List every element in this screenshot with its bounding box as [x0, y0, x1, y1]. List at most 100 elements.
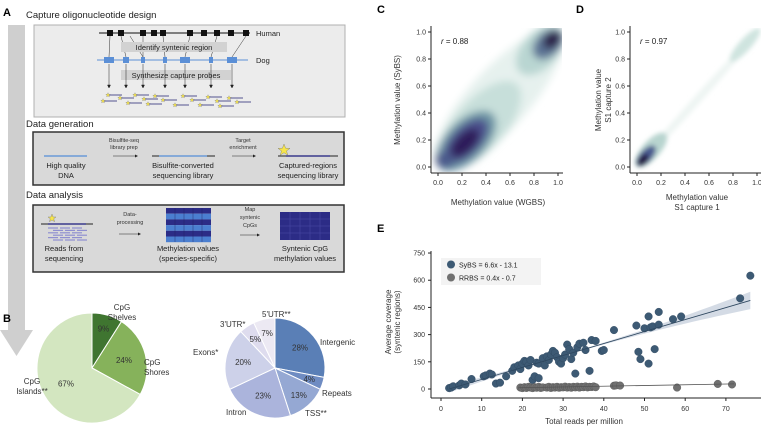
star-icon: [217, 103, 223, 109]
section-title-capture: Capture oligonucleotide design: [26, 10, 156, 21]
panel-a: A Capture oligonucleotide design Human I…: [0, 7, 346, 356]
panel-c: C 0.0 0.2 0.4 0.6 0.8 1.0 0.0 0.2 0.4 0.6 0.8 1.0 r…: [377, 4, 563, 207]
item-label: Captured-regions: [279, 161, 337, 170]
item-label: (species-specific): [159, 254, 217, 263]
point-sybs: [650, 345, 659, 354]
y-tick-label: 0.0: [416, 165, 426, 172]
slice-label: Shelves: [108, 313, 136, 322]
panel-e: E 0 10 20 30 40 50 60 70 0 150 300 450 600 750 SyBS =…: [377, 223, 761, 426]
legend-marker-sybs: [447, 260, 455, 269]
slice-label: Islands**: [16, 387, 48, 396]
y-tick-label: 0.0: [615, 165, 625, 172]
pie-slice: [274, 317, 326, 378]
slice-percent: 20%: [235, 358, 251, 367]
point-sybs: [496, 378, 505, 387]
star-icon: [117, 95, 123, 101]
step-band: [121, 70, 231, 80]
y-tick-label: 750: [413, 251, 425, 258]
x-tick-label: 1.0: [553, 180, 563, 187]
slice-label: Intergenic: [320, 338, 355, 347]
x-tick-label: 0.8: [529, 180, 539, 187]
human-region-icon: [243, 30, 249, 36]
point-sybs: [571, 369, 580, 378]
x-tick-label: 20: [519, 406, 527, 413]
star-icon: [141, 96, 147, 102]
x-tick-label: 0.8: [728, 180, 738, 187]
y-tick-label: 0.2: [416, 138, 426, 145]
panel-b: B 9%24%67%CpGShelvesCpGShoresCpGIslands*…: [3, 303, 355, 424]
human-region-icon: [187, 30, 193, 36]
dog-region-icon: [227, 57, 237, 63]
x-tick-label: 0.6: [505, 180, 515, 187]
pie-slice: [224, 330, 276, 390]
data-generation-box: [32, 131, 345, 186]
x-axis-label-d-line2: S1 capture 1: [674, 203, 720, 212]
y-tick-label: 150: [413, 359, 425, 366]
item-label: sequencing library: [278, 171, 339, 180]
arrow-label: processing: [117, 220, 144, 226]
dog-region-icon: [209, 57, 213, 63]
point-rrbs: [591, 383, 600, 392]
correlation-annotation-c: r = 0.88: [441, 37, 469, 46]
item-label: High quality: [46, 161, 85, 170]
step-identify-syntenic: Identify syntenic region: [136, 43, 213, 52]
y-tick-label: 0.6: [615, 84, 625, 91]
item-label: methylation values: [274, 254, 336, 263]
y-tick-label: 1.0: [416, 30, 426, 37]
slice-label: TSS**: [305, 409, 327, 418]
human-region-icon: [151, 30, 157, 36]
slice-percent: 28%: [292, 343, 308, 352]
panel-label-e: E: [377, 223, 384, 235]
point-sybs: [609, 326, 618, 335]
point-sybs: [644, 359, 653, 368]
slice-label: Exons*: [193, 348, 218, 357]
point-sybs: [540, 361, 549, 370]
arrow-label: Target: [235, 138, 251, 144]
pie-genomic-feature: 28% 4% 13% 23% 20% 5%7% Intergenic Repeats TSS**…: [193, 310, 355, 419]
point-sybs: [502, 372, 511, 381]
item-label: Syntenic CpG: [282, 244, 328, 253]
star-icon: [180, 93, 186, 99]
star-icon: [214, 98, 220, 104]
slice-percent: 4%: [303, 375, 315, 384]
point-sybs: [736, 294, 745, 303]
dog-region-icon: [180, 57, 190, 63]
human-region-icon: [160, 30, 166, 36]
dog-region-icon: [163, 57, 167, 63]
panel-label-a: A: [3, 7, 11, 19]
slice-label: CpG: [114, 303, 130, 312]
section-title-generation: Data generation: [26, 119, 94, 130]
dog-region-icon: [141, 57, 145, 63]
point-sybs: [591, 336, 600, 345]
legend-box: [441, 258, 541, 285]
correlation-annotation-d: r = 0.97: [640, 37, 668, 46]
y-tick-label: 0.6: [416, 84, 426, 91]
slice-percent: 67%: [58, 379, 74, 388]
star-icon: [145, 101, 151, 107]
capture-probes: [100, 92, 251, 109]
pie-slice: [229, 367, 292, 419]
dog-region-icon: [123, 57, 129, 63]
fit-line-rrbs: [518, 383, 735, 389]
y-tick-label: 600: [413, 278, 425, 285]
human-region-icon: [201, 30, 207, 36]
point-sybs: [467, 375, 476, 384]
point-sybs: [654, 307, 663, 316]
human-region-icon: [107, 30, 113, 36]
star-icon: [160, 97, 166, 103]
panel-label-c: C: [377, 4, 385, 16]
x-tick-label: 0.4: [481, 180, 491, 187]
reads-icon: [41, 213, 93, 241]
pie-slice: [36, 312, 141, 424]
slice-percent: 13%: [291, 391, 307, 400]
legend-label-rrbs: RRBS = 0.4x - 0.7: [459, 276, 516, 283]
human-sequence: Human: [99, 29, 280, 38]
star-icon: [189, 97, 195, 103]
density-c: [433, 28, 562, 172]
human-region-icon: [140, 30, 146, 36]
fit-line-sybs: [449, 300, 751, 390]
x-axis-label-d: Methylation value: [666, 193, 729, 202]
point-sybs: [487, 370, 496, 379]
point-sybs: [634, 347, 643, 356]
